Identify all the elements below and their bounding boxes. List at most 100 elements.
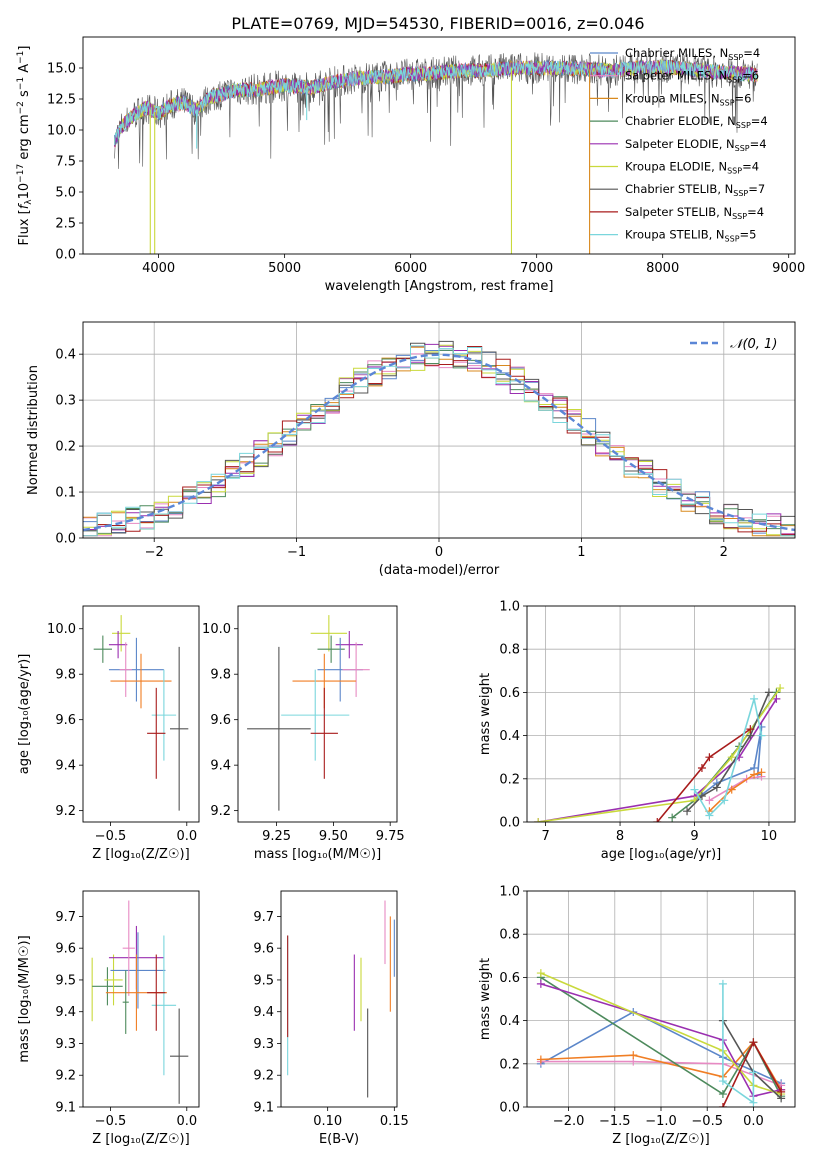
legend-prefix: Kroupa MILES, N [625, 91, 720, 105]
y-tick-label: 9.4 [253, 1005, 274, 1020]
plot-area [114, 51, 758, 254]
residual-histogram [83, 345, 795, 537]
x-tick-label: −2.0 [553, 1114, 585, 1129]
x-tick-label: 6000 [394, 261, 427, 276]
y-tick-label: 0.0 [55, 248, 76, 263]
axes-frame [82, 36, 796, 255]
y-tick-label: 0.8 [499, 643, 520, 658]
y-label-part: f [17, 202, 32, 209]
weight-marker [629, 1051, 638, 1060]
x-tick-label: 10 [761, 829, 778, 844]
plot-area [83, 340, 795, 537]
weight-marker [776, 684, 785, 693]
y-label-part: ] [17, 46, 32, 51]
x-tick-label: 0.10 [313, 1114, 342, 1129]
y-tick-label: 10.0 [47, 622, 76, 637]
legend-prefix: Chabrier ELODIE, N [625, 114, 736, 128]
y-tick-label: 0.3 [55, 394, 76, 409]
y-tick-label: 0.6 [499, 971, 520, 986]
age-vs-mass-panel: 9.25 9.50 9.75 9.2 9.4 9.6 9.8 10.0 mass [log₁₀(… [202, 605, 405, 862]
x-tick-label: −1.5 [599, 1114, 631, 1129]
weight-marker [705, 811, 714, 820]
legend-prefix: Kroupa STELIB, N [625, 228, 725, 242]
legend-label: Kroupa ELODIE, NSSP=4 [625, 160, 759, 176]
y-tick-label: 9.4 [55, 759, 76, 774]
y-tick-label: 9.8 [55, 668, 76, 683]
x-tick-label: 9000 [772, 261, 805, 276]
x-tick-label: 4000 [142, 261, 175, 276]
x-axis-label: E(B-V) [319, 1132, 359, 1147]
weight-marker [718, 1090, 727, 1099]
y-tick-label: 0.6 [499, 686, 520, 701]
legend-label: Chabrier MILES, NSSP=4 [625, 46, 760, 62]
weight-marker [690, 785, 699, 794]
y-tick-label: 10.0 [202, 622, 231, 637]
y-tick-label: 9.1 [55, 1101, 76, 1116]
legend-suffix: =4 [742, 160, 759, 174]
weight-marker [749, 1098, 758, 1107]
x-axis-label: Z [log₁₀(Z/Z☉)] [92, 1132, 189, 1147]
y-tick-label: 1.0 [499, 885, 520, 900]
legend-sub: SSP [736, 121, 751, 130]
y-tick-label: 9.2 [253, 1069, 274, 1084]
y-label-part: s [17, 90, 32, 101]
plot-area [247, 615, 370, 811]
weight-marker [697, 764, 706, 772]
x-axis-label: age [log₁₀(age/yr)] [601, 847, 722, 862]
x-tick-label: 9.75 [376, 829, 405, 844]
y-label-part: A [17, 64, 32, 77]
age-vs-Z-panel: −0.5 0.0 9.2 9.4 9.6 9.8 10.0 Z [log₁₀(Z/Z☉)] ag… [17, 605, 200, 862]
y-tick-label: 7.5 [55, 155, 76, 170]
axes-frame [526, 890, 796, 1108]
weight-marker [750, 770, 759, 779]
legend-sub: SSP [732, 212, 747, 221]
x-tick-label: 0.0 [176, 1114, 197, 1129]
legend-label: 𝒩(0, 1) [730, 337, 777, 352]
legend-label: Chabrier STELIB, NSSP=7 [625, 182, 765, 198]
x-tick-label: 0.0 [176, 829, 197, 844]
x-tick-label: 0 [435, 545, 443, 560]
y-axis-label: Flux [fλ10−17 erg cm−2 s−1 A−1] [16, 46, 34, 246]
x-tick-label: −2 [145, 545, 164, 560]
y-tick-label: 0.1 [55, 486, 76, 501]
x-tick-label: 7000 [520, 261, 553, 276]
x-tick-label: −0.5 [95, 829, 127, 844]
legend-label: Salpeter STELIB, NSSP=4 [625, 205, 764, 221]
weight-marker [536, 969, 545, 978]
axes-frame [280, 890, 398, 1108]
x-axis-label: wavelength [Angstrom, rest frame] [325, 279, 554, 294]
y-tick-label: 0.0 [499, 816, 520, 831]
x-axis-label: Z [log₁₀(Z/Z☉)] [92, 847, 189, 862]
legend-label: Kroupa MILES, NSSP=6 [625, 91, 751, 107]
y-axis-label: mass weight [478, 673, 493, 755]
mass-weight-vs-age-panel: 7 8 9 10 0.0 0.2 0.4 0.6 0.8 1.0 age [log₁₀(age/yr… [478, 600, 796, 862]
legend-label: Chabrier ELODIE, NSSP=4 [625, 114, 768, 130]
weight-marker [683, 807, 692, 816]
legend-sub: SSP [725, 235, 740, 244]
weight-marker [705, 753, 714, 762]
y-label-part: −1 [16, 51, 26, 64]
figure-title: PLATE=0769, MJD=54530, FIBERID=0016, z=0… [231, 14, 644, 33]
y-tick-label: 2.5 [55, 217, 76, 232]
x-tick-label: 7 [541, 829, 549, 844]
y-label-part: −17 [16, 164, 26, 183]
legend-prefix: Salpeter ELODIE, N [625, 137, 735, 151]
weight-line [540, 972, 782, 1095]
mass-vs-Z-panel: −0.5 0.0 9.1 9.2 9.3 9.4 9.5 9.6 9.7 Z [log₁₀(Z/Z… [17, 890, 200, 1147]
weight-line [540, 1060, 782, 1087]
weight-marker [777, 1087, 786, 1096]
legend-suffix: =6 [742, 69, 759, 83]
y-tick-label: 9.5 [253, 973, 274, 988]
y-tick-label: 5.0 [55, 186, 76, 201]
weight-marker [749, 1068, 758, 1077]
weight-marker [718, 1077, 727, 1086]
y-tick-label: 9.4 [210, 759, 231, 774]
x-tick-label: −1 [287, 545, 306, 560]
y-label-part: −1 [16, 77, 26, 90]
normal-curve [83, 353, 795, 532]
weight-marker [697, 792, 706, 801]
weight-marker [668, 813, 677, 822]
x-tick-label: 9 [690, 829, 698, 844]
mass-vs-ebv-panel: 0.10 0.15 9.1 9.2 9.3 9.4 9.5 9.6 9.7 E(B-V) [253, 890, 409, 1147]
y-tick-label: 9.2 [210, 804, 231, 819]
